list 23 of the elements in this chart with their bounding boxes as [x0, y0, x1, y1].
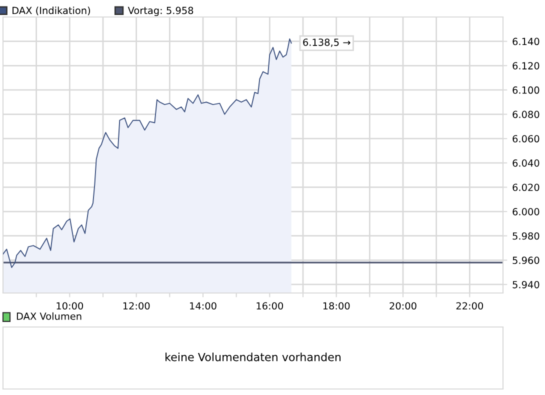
x-tick-label: 14:00: [190, 302, 216, 310]
text: keine Volumendaten vorhanden: [166, 352, 341, 362]
x-tick-label: 20:00: [390, 302, 416, 310]
legend-label: DAX (Indikation): [12, 6, 90, 16]
y-tick-label: 5.980: [512, 232, 540, 240]
y-tick-label: 6.060: [512, 135, 540, 142]
x-tick-label: 18:00: [323, 302, 350, 310]
x-tick-label: 10:00: [56, 302, 84, 310]
y-tick-label: 6.040: [512, 159, 540, 167]
x-tick-label: 12:00: [123, 302, 150, 310]
annotation: 6.138,5 →: [303, 38, 350, 47]
y-tick-label: 5.960: [512, 256, 540, 264]
y-tick-label: 6.120: [512, 62, 540, 70]
y-tick-label: 6.080: [512, 110, 540, 118]
legend-label: Vortag: 5.958: [128, 6, 194, 16]
x-tick-label: 22:00: [456, 302, 484, 310]
y-tick-label: 6.000: [512, 208, 540, 216]
text: DAX Volumen: [16, 312, 82, 320]
y-tick-label: 6.100: [512, 86, 540, 94]
y-tick-label: 6.140: [512, 38, 540, 46]
x-tick-label: 16:00: [256, 302, 284, 310]
y-tick-label: 5.940: [512, 280, 540, 288]
y-tick-label: 6.020: [512, 184, 540, 192]
